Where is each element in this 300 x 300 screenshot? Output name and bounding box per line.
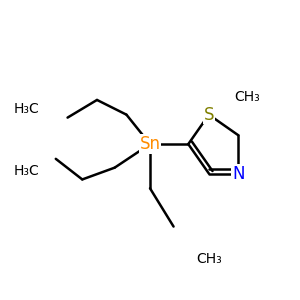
Text: N: N [232,165,244,183]
Text: CH₃: CH₃ [234,90,260,104]
Text: Sn: Sn [140,135,160,153]
Text: CH₃: CH₃ [196,252,222,266]
Text: H₃C: H₃C [14,164,39,178]
Text: S: S [204,106,214,124]
Text: H₃C: H₃C [14,102,39,116]
